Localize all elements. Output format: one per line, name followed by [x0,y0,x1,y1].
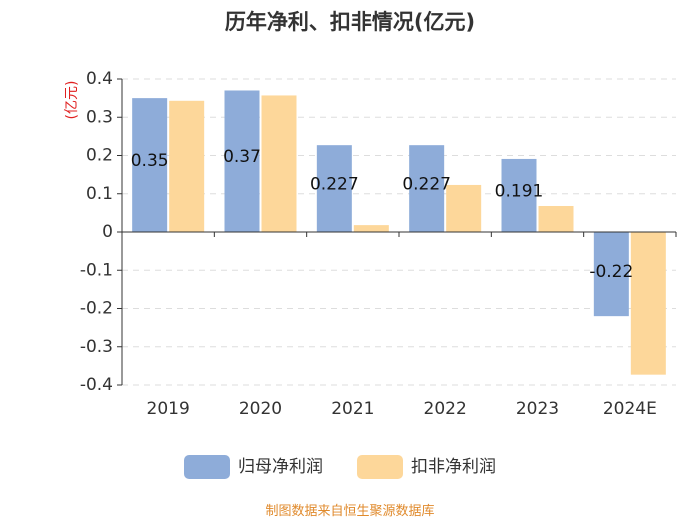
data-label: 0.191 [495,181,544,201]
bar-deducted-profit-2024E [630,232,666,375]
y-tick-label: 0.2 [86,146,113,166]
legend-label: 归母净利润 [238,457,323,477]
legend-swatch [357,455,403,479]
bar-net-profit-2020 [224,90,260,232]
x-tick-label: 2023 [516,399,559,419]
data-label: 0.227 [310,175,359,195]
legend-swatch [184,455,230,479]
x-tick-label: 2024E [603,399,657,419]
bar-net-profit-2022 [409,145,445,232]
legend-label: 扣非净利润 [411,457,496,477]
data-label: 0.35 [131,151,169,171]
bar-deducted-profit-2022 [446,184,482,232]
bar-deducted-profit-2020 [261,95,297,232]
bar-net-profit-2024E [593,232,629,317]
y-tick-label: -0.2 [80,299,113,319]
bar-net-profit-2021 [316,145,352,232]
source-note: 制图数据来自恒生聚源数据库 [265,504,435,519]
bar-deducted-profit-2023 [538,205,574,232]
x-tick-label: 2022 [424,399,467,419]
x-tick-label: 2021 [331,399,374,419]
y-tick-label: 0.4 [86,69,113,89]
y-axis-label: (亿元) [64,81,80,120]
bar-deducted-profit-2019 [169,100,205,233]
label-layer: 0.35 0.37 0.227 0.227 0.191 -0.22 [131,147,634,282]
grid-layer [122,78,676,386]
legend: 归母净利润 扣非净利润 [184,455,496,479]
y-tick-label: 0.1 [86,184,113,204]
bar-deducted-profit-2021 [353,225,389,232]
chart-title: 历年净利、扣非情况(亿元) [224,10,476,34]
y-tick-label: -0.3 [80,337,113,357]
x-tick-label: 2020 [239,399,282,419]
bar-net-profit-2019 [132,98,168,232]
y-tick-label: -0.1 [80,260,113,280]
axis-layer: 0.4 0.3 0.2 0.1 0 -0.1 -0.2 -0.3 -0.4 2019 2020 202… [80,69,677,419]
data-label: -0.22 [589,262,633,282]
bar-net-profit-2023 [501,158,537,232]
y-tick-label: -0.4 [80,375,113,395]
data-label: 0.227 [402,175,451,195]
x-tick-label: 2019 [147,399,190,419]
bar-layer [132,90,666,375]
data-label: 0.37 [223,147,261,167]
y-tick-label: 0 [102,222,113,242]
y-tick-label: 0.3 [86,107,113,127]
